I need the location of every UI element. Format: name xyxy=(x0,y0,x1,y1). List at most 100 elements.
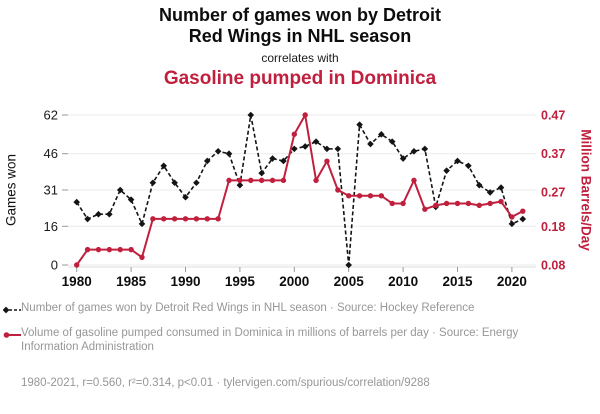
games-won-series-marker xyxy=(486,189,494,196)
stats-citation-line: 1980-2021, r=0.560, r²=0.314, p<0.01 · t… xyxy=(21,377,430,389)
gasoline-series-marker xyxy=(302,112,308,118)
gasoline-series-marker xyxy=(226,177,232,184)
left-tick-label: 0 xyxy=(51,258,58,273)
games-won-series-marker xyxy=(475,181,483,189)
gasoline-series-marker xyxy=(313,177,319,184)
legend-entry-games-won-label: Number of games won by Detroit Red Wings… xyxy=(21,302,475,314)
gasoline-series-marker xyxy=(291,131,297,137)
games-won-series-marker xyxy=(84,215,91,223)
games-won-series-marker xyxy=(214,147,222,155)
games-won-series-marker xyxy=(465,162,472,170)
games-won-series-marker xyxy=(269,155,276,162)
games-won-series-marker xyxy=(160,162,168,170)
x-tick-label: 2015 xyxy=(442,274,473,289)
gasoline-series-marker xyxy=(182,216,189,222)
games-won-series-marker xyxy=(454,157,461,165)
x-tick-label: 1995 xyxy=(225,274,256,289)
x-tick-label: 2020 xyxy=(497,274,527,289)
gasoline-series-marker xyxy=(454,200,461,207)
gasoline-series-marker xyxy=(161,216,167,222)
games-won-series-marker xyxy=(138,220,146,228)
games-won-series-marker xyxy=(203,157,211,165)
gasoline-series-marker xyxy=(139,254,145,261)
games-won-series-marker xyxy=(443,167,450,174)
left-tick-label: 31 xyxy=(44,183,58,198)
gasoline-series-marker xyxy=(117,246,123,253)
gasoline-series-marker xyxy=(335,187,341,193)
gasoline-series-marker xyxy=(411,177,417,184)
games-won-series-marker xyxy=(323,145,331,153)
gasoline-series-marker xyxy=(487,200,493,207)
games-won-series-marker xyxy=(225,150,233,158)
gasoline-series-marker xyxy=(465,200,472,207)
gasoline-series-marker xyxy=(204,216,210,222)
x-tick-label: 2005 xyxy=(334,274,365,289)
gasoline-series-marker xyxy=(509,214,515,220)
x-tick-label: 2010 xyxy=(388,274,418,289)
games-won-series-marker xyxy=(182,193,189,201)
games-won-series-marker xyxy=(258,169,265,177)
gasoline-series-marker xyxy=(498,198,504,205)
gasoline-series-marker xyxy=(400,200,406,207)
gasoline-series-marker xyxy=(433,202,439,209)
x-tick-label: 1985 xyxy=(116,274,147,289)
games-won-series-marker xyxy=(73,198,80,206)
games-won-series-marker xyxy=(334,145,342,153)
games-won-series-marker xyxy=(410,147,418,155)
games-won-series-marker xyxy=(519,215,527,223)
left-tick-label: 62 xyxy=(44,108,58,123)
chart-title: Number of games won by Detroit Red Wings… xyxy=(0,5,600,47)
gasoline-series-marker xyxy=(367,193,374,199)
games-won-series-line xyxy=(76,114,524,266)
correlates-with-text: correlates with xyxy=(261,51,339,65)
right-tick-label: 0.27 xyxy=(541,185,565,199)
right-tick-label: 0.37 xyxy=(541,147,565,161)
gasoline-series-marker xyxy=(324,158,330,164)
games-won-series-marker xyxy=(95,210,102,218)
games-won-series-marker xyxy=(356,121,363,128)
left-axis-title: Games won xyxy=(3,153,19,227)
gasoline-series-marker xyxy=(193,216,200,222)
games-won-series-marker xyxy=(508,220,516,228)
gasoline-series-marker xyxy=(520,208,526,214)
gasoline-series-marker xyxy=(422,206,428,212)
games-won-series-marker xyxy=(280,157,287,165)
gasoline-series-marker xyxy=(237,177,243,184)
gasoline-series-marker xyxy=(356,193,363,199)
games-won-series-marker xyxy=(301,143,309,150)
x-tick-label: 1990 xyxy=(170,274,200,289)
gasoline-series-marker xyxy=(443,200,450,207)
games-won-series-marker xyxy=(345,261,352,269)
chart-title-line1: Number of games won by Detroit xyxy=(158,5,442,25)
gasoline-series-marker xyxy=(106,246,113,253)
games-won-series-marker xyxy=(497,184,505,191)
games-won-series-marker xyxy=(367,140,374,148)
games-won-series-marker xyxy=(106,210,113,218)
legend-entry-gasoline: Volume of gasoline pumped consumed in Do… xyxy=(3,327,593,355)
gasoline-series-marker xyxy=(74,262,80,268)
games-won-series-marker xyxy=(149,179,157,187)
games-won-series-marker xyxy=(127,196,135,203)
gasoline-series-marker xyxy=(248,177,254,184)
games-won-series-marker xyxy=(291,145,298,153)
games-won-series-marker xyxy=(399,155,407,162)
games-won-series-marker xyxy=(116,186,124,194)
games-won-legend-marker-icon xyxy=(3,306,21,314)
right-axis-title: Million Barrels/Day xyxy=(578,129,594,251)
right-tick-label: 0.47 xyxy=(541,109,565,123)
chart-subtitle: Gasoline pumped in Dominica xyxy=(163,68,437,89)
x-tick-label: 2000 xyxy=(279,274,309,289)
gasoline-series-marker xyxy=(389,200,395,207)
left-tick-label: 16 xyxy=(44,219,58,234)
gasoline-series-marker xyxy=(150,216,156,222)
gasoline-series-marker xyxy=(476,202,482,209)
legend-entry-gasoline-label: Volume of gasoline pumped consumed in Do… xyxy=(21,326,519,353)
games-won-series-marker xyxy=(388,138,396,145)
games-won-series-marker xyxy=(378,131,385,138)
x-tick-label: 1980 xyxy=(62,274,92,289)
gasoline-series-marker xyxy=(378,193,385,199)
legend-entry-games-won: Number of games won by Detroit Red Wings… xyxy=(3,302,593,316)
gasoline-legend-marker-icon xyxy=(3,331,21,338)
